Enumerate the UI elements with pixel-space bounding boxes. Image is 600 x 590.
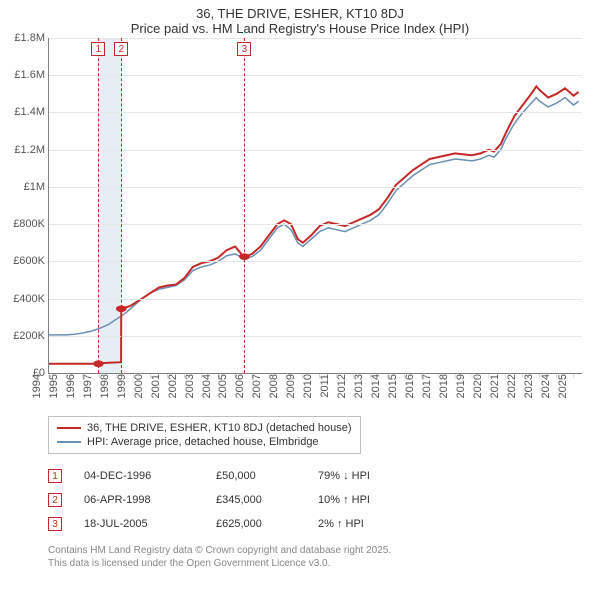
sale-date: 04-DEC-1996 [84, 470, 194, 482]
title-subtitle: Price paid vs. HM Land Registry's House … [0, 21, 600, 36]
title-block: 36, THE DRIVE, ESHER, KT10 8DJ Price pai… [0, 0, 600, 38]
grid-line [49, 112, 582, 113]
y-tick-label: £400K [13, 293, 49, 305]
y-tick-label: £1.6M [14, 69, 49, 81]
sale-marker-box: 2 [114, 42, 128, 56]
y-tick-label: £1.4M [14, 106, 49, 118]
grid-line [49, 299, 582, 300]
sale-delta: 10% ↑ HPI [318, 494, 418, 506]
y-tick-label: £1.8M [14, 32, 49, 44]
sale-vline [244, 38, 245, 373]
legend: 36, THE DRIVE, ESHER, KT10 8DJ (detached… [48, 416, 361, 454]
plot-area: £0£200K£400K£600K£800K£1M£1.2M£1.4M£1.6M… [48, 38, 582, 374]
grid-line [49, 38, 582, 39]
sale-price: £50,000 [216, 470, 296, 482]
grid-line [49, 75, 582, 76]
y-tick-label: £600K [13, 255, 49, 267]
sales-table: 1 04-DEC-1996 £50,000 79% ↓ HPI 2 06-APR… [48, 464, 582, 536]
sale-index-box: 3 [48, 517, 62, 531]
y-tick-label: £1M [24, 181, 49, 193]
footer-line: This data is licensed under the Open Gov… [48, 557, 582, 570]
legend-label: 36, THE DRIVE, ESHER, KT10 8DJ (detached… [87, 422, 352, 434]
chart-container: 36, THE DRIVE, ESHER, KT10 8DJ Price pai… [0, 0, 600, 590]
sale-vline [121, 38, 122, 373]
sale-delta: 2% ↑ HPI [318, 518, 418, 530]
x-tick-label: 2025 [557, 374, 591, 398]
sale-index-box: 2 [48, 493, 62, 507]
sale-row: 1 04-DEC-1996 £50,000 79% ↓ HPI [48, 464, 582, 488]
sale-date: 06-APR-1998 [84, 494, 194, 506]
footer-line: Contains HM Land Registry data © Crown c… [48, 544, 582, 557]
sale-vline [98, 38, 99, 373]
sale-row: 2 06-APR-1998 £345,000 10% ↑ HPI [48, 488, 582, 512]
sale-delta: 79% ↓ HPI [318, 470, 418, 482]
footer: Contains HM Land Registry data © Crown c… [48, 544, 582, 570]
title-address: 36, THE DRIVE, ESHER, KT10 8DJ [0, 6, 600, 21]
grid-line [49, 224, 582, 225]
legend-label: HPI: Average price, detached house, Elmb… [87, 436, 319, 448]
x-axis-labels: 1994199519961997199819992000200120022003… [48, 374, 582, 408]
grid-line [49, 261, 582, 262]
legend-swatch [57, 427, 81, 429]
chart-area: £0£200K£400K£600K£800K£1M£1.2M£1.4M£1.6M… [48, 38, 582, 408]
sale-price: £345,000 [216, 494, 296, 506]
legend-swatch [57, 441, 81, 443]
grid-line [49, 336, 582, 337]
sale-price: £625,000 [216, 518, 296, 530]
sale-index-box: 1 [48, 469, 62, 483]
grid-line [49, 150, 582, 151]
line-layer [49, 38, 582, 373]
legend-row: HPI: Average price, detached house, Elmb… [57, 435, 352, 449]
y-tick-label: £1.2M [14, 144, 49, 156]
sale-date: 18-JUL-2005 [84, 518, 194, 530]
sale-marker-box: 3 [237, 42, 251, 56]
grid-line [49, 187, 582, 188]
y-tick-label: £200K [13, 330, 49, 342]
legend-row: 36, THE DRIVE, ESHER, KT10 8DJ (detached… [57, 421, 352, 435]
sale-marker-box: 1 [91, 42, 105, 56]
y-tick-label: £800K [13, 218, 49, 230]
sale-row: 3 18-JUL-2005 £625,000 2% ↑ HPI [48, 512, 582, 536]
